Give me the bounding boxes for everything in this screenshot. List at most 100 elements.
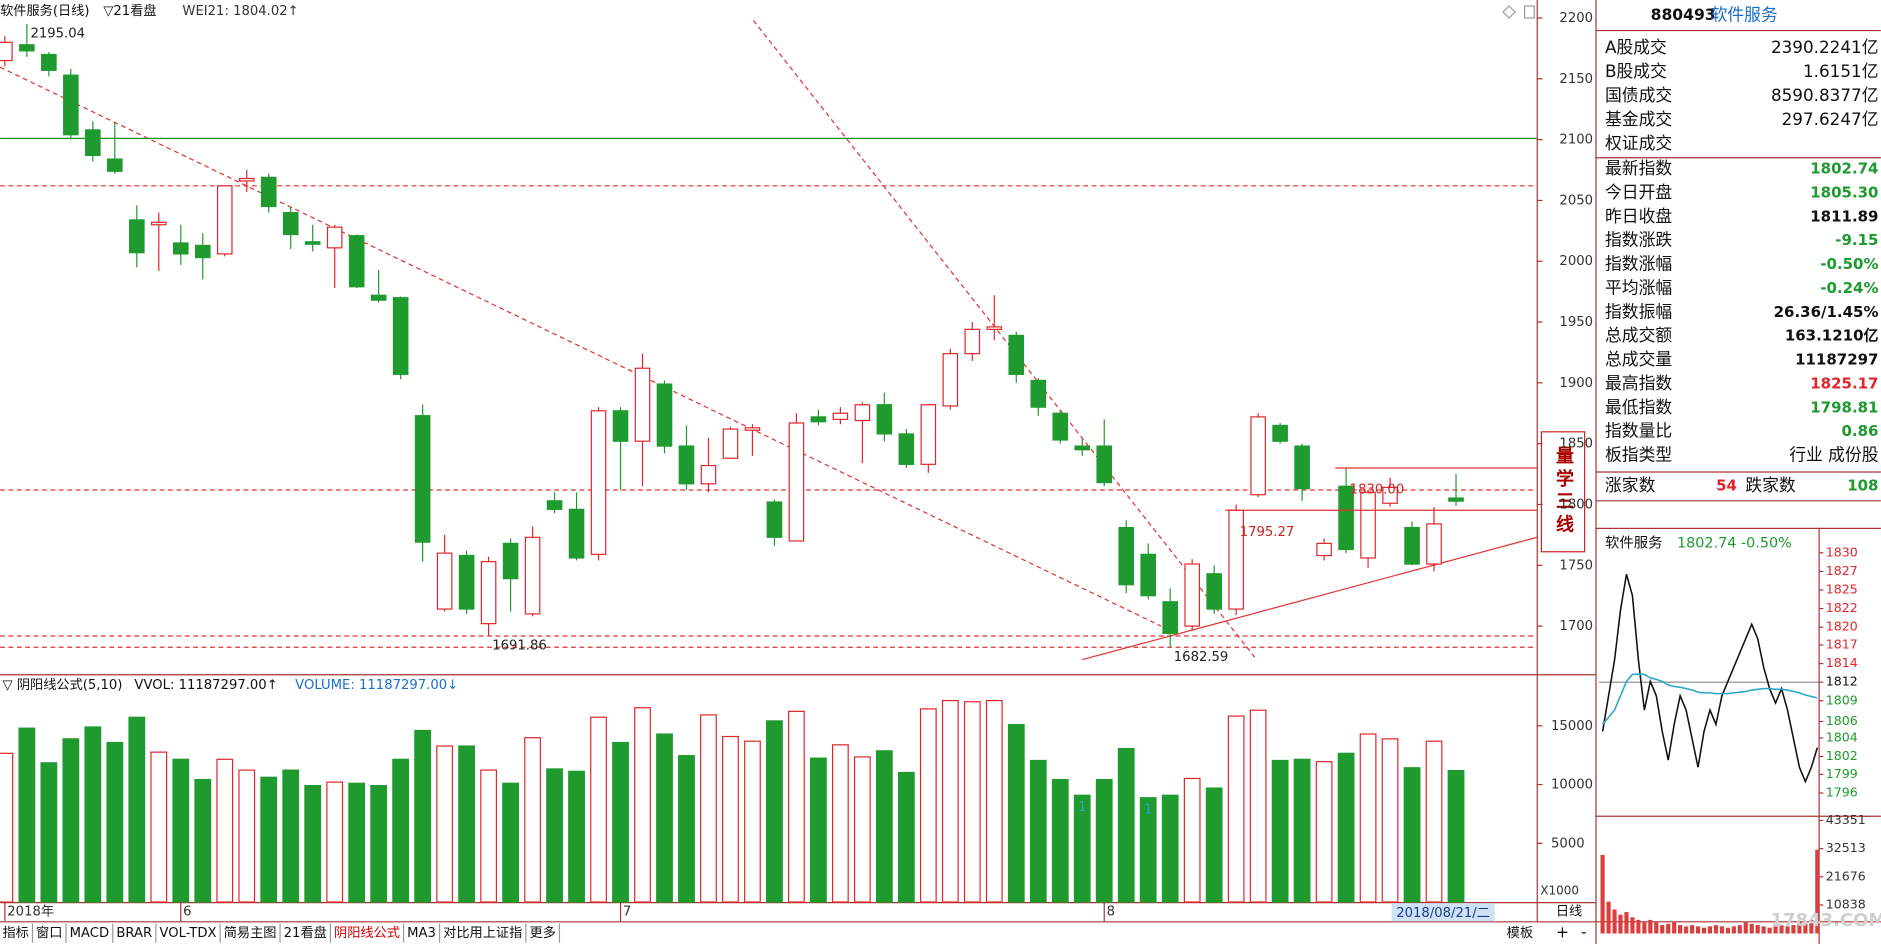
tab[interactable]: 阴阳线公式: [334, 925, 400, 941]
volume-bar: [480, 769, 497, 903]
candle-body: [1338, 485, 1354, 551]
candle-body: [1426, 523, 1442, 565]
volume-bar: [106, 741, 124, 903]
candle-body: [700, 464, 717, 485]
y-tick-label: 15000: [1551, 719, 1593, 734]
quote-label: B股成交: [1605, 61, 1667, 81]
volume-bar: [1773, 926, 1778, 934]
annotation-label: 1682.59: [1174, 650, 1229, 665]
volume-bar: [963, 701, 981, 903]
quote-value: 2390.2241亿: [1771, 37, 1879, 57]
volume-bar: [1689, 925, 1695, 934]
breadth-label: 跌家数: [1745, 475, 1796, 495]
window-icons[interactable]: [1502, 5, 1535, 19]
template-button[interactable]: 模板: [1507, 925, 1533, 941]
volume-bar: [84, 726, 102, 903]
volume-bar: [1719, 926, 1725, 934]
volume-bar: [853, 756, 871, 903]
candle-body: [1052, 412, 1069, 441]
y-tick-label: 10838: [1826, 897, 1866, 912]
volume-value: VOLUME: 11187297.00↓: [295, 678, 458, 693]
volume-bar: [656, 733, 673, 903]
stat-label: 板指类型: [1605, 445, 1672, 465]
tab[interactable]: BRAR: [116, 926, 152, 941]
zoom-out[interactable]: -: [1581, 924, 1587, 942]
candle-body: [568, 508, 585, 559]
candle-body: [1074, 445, 1091, 451]
candle-body: [41, 53, 57, 71]
tab[interactable]: MACD: [70, 926, 110, 941]
y-tick-label: 1796: [1826, 784, 1858, 799]
y-tick-label: 1817: [1826, 637, 1858, 652]
volume-bar: [722, 735, 739, 903]
stat-label: 今日开盘: [1605, 182, 1672, 202]
candle-body: [1162, 601, 1178, 634]
quote-value: 8590.8377亿: [1771, 85, 1879, 105]
zoom-in[interactable]: +: [1556, 924, 1569, 942]
y-tick-label: 2150: [1559, 72, 1593, 87]
volume-bar: [348, 782, 366, 903]
volume-bar: [1737, 925, 1742, 934]
volume-bar: [414, 729, 432, 903]
tab[interactable]: VOL-TDX: [159, 926, 216, 941]
tab[interactable]: 简易主图: [224, 924, 277, 941]
candle-body: [656, 383, 673, 447]
volume-bar: [1447, 770, 1465, 903]
stat-value: 163.1210亿: [1785, 327, 1879, 345]
tab[interactable]: 窗口: [36, 924, 62, 941]
period[interactable]: 日线: [1556, 904, 1582, 920]
stat-label: 总成交额: [1605, 325, 1672, 345]
volume-bar: [1797, 922, 1802, 934]
volume-bar: [62, 738, 80, 903]
chart-title: 软件服务(日线): [0, 3, 89, 19]
volume-bar: [1660, 925, 1665, 934]
volume-bar: [1618, 914, 1623, 934]
volume-bar: [1785, 926, 1790, 934]
volume-bar: [1725, 927, 1730, 934]
candle-body: [129, 219, 145, 254]
tab[interactable]: 指标: [2, 925, 28, 941]
volume-bar: [150, 751, 168, 903]
volume-bar: [941, 699, 959, 903]
volume-bar: [260, 776, 278, 903]
candle-body: [282, 211, 299, 236]
y-tick-label: 2100: [1559, 133, 1593, 148]
volume-bar: [1007, 723, 1025, 903]
candle-body: [502, 542, 519, 580]
stat-label: 最低指数: [1605, 397, 1672, 417]
volume-bar: [304, 785, 322, 903]
candle-body: [1360, 491, 1376, 559]
volume-bar: [1624, 912, 1629, 934]
x-tick-label: 8: [1107, 905, 1115, 920]
candle-body: [436, 552, 453, 610]
candle-body: [348, 235, 365, 288]
tab[interactable]: 对比用上证指: [443, 925, 522, 941]
tab[interactable]: MA3: [407, 926, 436, 941]
y-tick-label: 21676: [1826, 868, 1866, 883]
stat-label: 总成交量: [1605, 349, 1672, 369]
y-tick-label: 1799: [1826, 766, 1858, 781]
annotation-label: 1691.86: [492, 639, 547, 654]
y-tick-label: 2000: [1559, 254, 1593, 269]
stat-value: -9.15: [1835, 231, 1878, 249]
volume-bar: [1684, 926, 1689, 934]
quote-value: 1.6151亿: [1803, 61, 1879, 81]
tab[interactable]: 21看盘: [284, 924, 327, 941]
annotation-label: 2195.04: [30, 27, 85, 42]
icon-box[interactable]: [1524, 5, 1535, 19]
icon-diamond[interactable]: [1502, 5, 1516, 19]
volume-bar: [788, 710, 805, 903]
candle-body: [19, 44, 35, 52]
tab[interactable]: 更多: [529, 924, 555, 941]
candle-body: [524, 536, 541, 615]
candle-body: [172, 242, 189, 255]
stat-value: 行业 成份股: [1789, 445, 1878, 465]
volume-bar: [1337, 752, 1355, 903]
volume-bar: [1271, 759, 1289, 903]
volume-bar: [700, 714, 717, 903]
quote-label: 基金成交: [1605, 109, 1672, 129]
candle-body: [326, 226, 343, 249]
candle-body: [964, 328, 981, 355]
volume-bar: [1161, 794, 1179, 903]
volume-bar: [1803, 923, 1808, 934]
